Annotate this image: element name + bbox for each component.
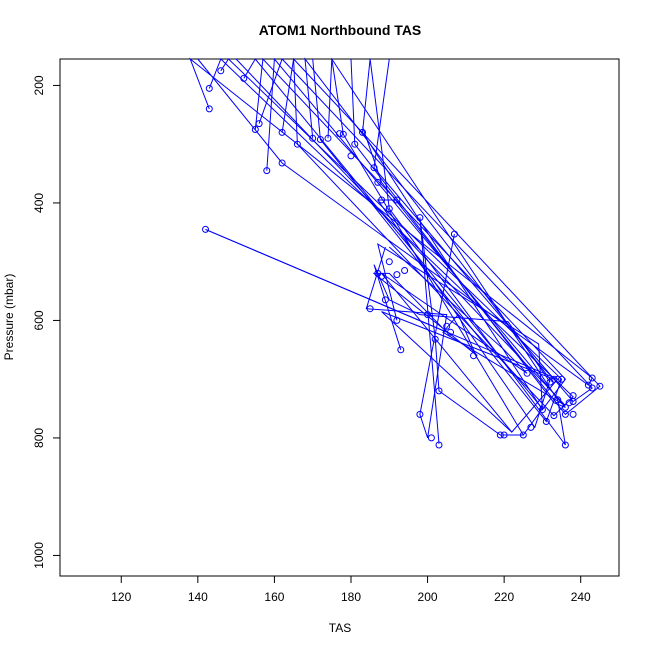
series-points [202,67,604,449]
data-point-11 [316,136,324,143]
y-tick-label-200: 200 [32,75,46,95]
data-point-63 [569,410,577,418]
data-point-67 [596,382,604,390]
data-point-12 [324,134,332,142]
series-line-14 [373,264,551,383]
x-tick-label-200: 200 [418,590,438,604]
data-point-61 [569,392,577,400]
data-point-54 [554,396,562,404]
data-point-15 [347,152,355,160]
x-axis: 120 140 160 180 200 220 240 [111,575,591,604]
data-point-16 [351,140,359,148]
series-line-15 [381,246,528,433]
x-tick-label-180: 180 [341,590,361,604]
data-point-28 [385,258,393,266]
data-point-39 [435,441,443,449]
data-point-43 [470,352,477,360]
data-point-0 [205,84,213,92]
x-tick-label-220: 220 [494,590,514,604]
data-point-4 [251,126,259,133]
data-point-42 [450,230,458,238]
y-axis: 200 400 600 800 1000 [32,75,61,569]
series-line-6 [258,58,593,403]
y-tick-label-600: 600 [32,310,46,330]
series-line-11 [205,228,478,357]
data-point-33 [416,214,424,222]
series-line-12 [365,234,455,439]
series-line-4 [266,57,566,408]
data-point-1 [205,105,213,113]
x-axis-label: TAS [329,621,351,635]
data-point-50 [542,418,550,425]
series-line-7 [281,57,601,416]
data-point-60 [565,399,573,407]
data-point-30 [393,316,401,324]
data-point-44 [496,431,504,439]
y-tick-label-800: 800 [32,428,46,448]
data-point-65 [588,374,596,382]
data-point-24 [366,305,374,313]
data-point-45 [500,431,508,439]
data-point-29 [393,271,401,279]
data-point-59 [561,441,569,449]
series-line-9 [327,57,566,446]
data-point-48 [527,423,535,431]
data-point-52 [550,375,558,383]
x-tick-label-120: 120 [111,590,131,604]
data-point-7 [278,128,286,136]
y-tick-label-1000: 1000 [32,542,46,569]
data-point-47 [523,369,531,377]
y-tick-label-400: 400 [32,193,46,213]
series-line-17 [235,58,566,407]
data-point-32 [401,267,409,274]
data-point-13 [336,130,343,138]
data-point-31 [397,346,405,354]
data-point-8 [278,159,286,167]
data-point-10 [309,134,317,142]
data-point-53 [550,412,558,420]
data-point-66 [588,384,596,392]
data-point-40 [443,322,451,330]
data-point-21 [385,205,393,213]
y-axis-label: Pressure (mbar) [2,274,16,361]
data-point-18 [370,164,378,172]
data-point-36 [427,434,435,442]
data-point-37 [431,335,439,343]
data-point-58 [561,410,569,418]
x-tick-label-140: 140 [188,590,208,604]
data-point-19 [374,178,382,186]
series-line-3 [243,58,544,436]
data-point-38 [435,387,443,395]
data-point-23 [202,225,209,233]
series-line-16 [377,243,543,409]
data-point-27 [381,296,389,304]
data-point-57 [561,403,569,411]
data-point-56 [558,375,566,383]
data-point-9 [293,140,301,148]
data-point-14 [339,130,347,138]
series-lines [189,57,601,446]
series-line-2 [220,58,563,423]
plot-area [189,57,604,449]
data-point-3 [240,74,248,82]
data-point-46 [519,431,527,439]
data-point-55 [554,375,562,383]
x-tick-label-240: 240 [571,590,591,604]
data-point-26 [378,272,386,280]
data-point-5 [255,120,263,128]
data-point-49 [538,406,546,414]
data-point-62 [569,398,577,405]
data-point-20 [378,196,386,204]
data-point-22 [393,196,401,204]
data-point-17 [359,128,366,136]
chart-title: ATOM1 Northbound TAS [259,22,422,38]
x-tick-label-160: 160 [264,590,284,604]
data-point-35 [424,311,432,319]
data-point-41 [447,328,454,336]
data-point-2 [217,67,225,75]
data-point-34 [416,410,424,418]
data-point-6 [263,167,271,175]
